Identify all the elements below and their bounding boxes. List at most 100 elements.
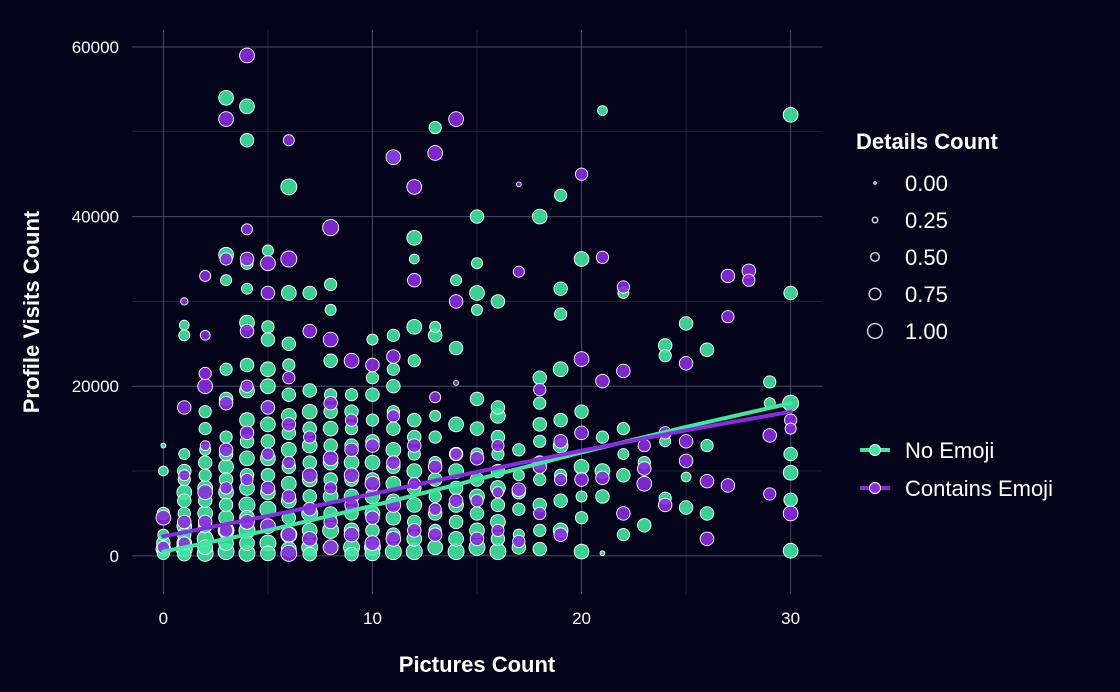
data-point-contains-emoji	[303, 430, 317, 444]
data-point-no-emoji	[532, 370, 547, 385]
data-point-contains-emoji	[322, 450, 339, 467]
data-point-contains-emoji	[199, 440, 211, 451]
data-point-no-emoji	[512, 443, 526, 457]
data-point-no-emoji	[177, 493, 192, 508]
data-point-contains-emoji	[323, 395, 338, 411]
data-point-contains-emoji	[343, 526, 360, 543]
color-legend-label: Contains Emoji	[905, 476, 1053, 501]
data-point-contains-emoji	[385, 149, 402, 166]
data-point-no-emoji	[429, 409, 442, 422]
data-point-contains-emoji	[219, 481, 233, 495]
data-point-no-emoji	[386, 379, 401, 394]
data-point-contains-emoji	[301, 467, 318, 484]
size-legend-symbol	[870, 251, 881, 262]
data-point-contains-emoji	[515, 181, 522, 188]
data-point-no-emoji	[302, 285, 317, 301]
data-point-contains-emoji	[155, 509, 172, 526]
data-point-no-emoji	[782, 464, 799, 481]
data-point-contains-emoji	[280, 250, 298, 268]
data-point-no-emoji	[490, 400, 506, 415]
data-point-contains-emoji	[453, 379, 459, 386]
x-tick-label: 30	[781, 609, 800, 628]
data-point-contains-emoji	[407, 272, 422, 288]
data-point-no-emoji	[783, 285, 798, 301]
data-point-no-emoji	[324, 303, 337, 316]
data-point-contains-emoji	[180, 297, 189, 306]
data-point-no-emoji	[573, 458, 590, 475]
data-point-contains-emoji	[595, 250, 610, 264]
data-point-no-emoji	[616, 468, 631, 483]
trend-layer	[161, 401, 793, 554]
data-point-no-emoji	[512, 502, 526, 516]
data-point-no-emoji	[448, 514, 464, 530]
data-point-no-emoji	[302, 383, 317, 398]
data-point-contains-emoji	[386, 409, 400, 423]
data-point-contains-emoji	[595, 470, 610, 486]
data-point-contains-emoji	[720, 478, 736, 493]
data-point-no-emoji	[533, 472, 547, 487]
data-point-contains-emoji	[574, 472, 589, 487]
data-point-no-emoji	[782, 106, 799, 123]
data-point-no-emoji	[554, 188, 568, 202]
data-point-contains-emoji	[261, 447, 275, 461]
data-point-no-emoji	[365, 523, 380, 538]
data-point-no-emoji	[366, 333, 379, 346]
data-point-no-emoji	[260, 416, 276, 433]
data-point-contains-emoji	[574, 425, 589, 441]
data-point-no-emoji	[198, 405, 212, 419]
data-point-contains-emoji	[407, 438, 422, 453]
data-point-no-emoji	[385, 441, 402, 458]
data-point-contains-emoji	[636, 475, 653, 492]
data-point-contains-emoji	[343, 352, 360, 369]
data-point-no-emoji	[406, 229, 423, 246]
data-point-no-emoji	[469, 209, 485, 224]
data-point-contains-emoji	[218, 111, 234, 127]
data-point-no-emoji	[448, 531, 464, 547]
data-point-contains-emoji	[322, 219, 340, 237]
data-point-no-emoji	[218, 90, 234, 106]
data-point-contains-emoji	[260, 480, 276, 496]
data-point-contains-emoji	[280, 526, 297, 543]
data-point-contains-emoji	[657, 497, 673, 513]
color-legend-symbol	[869, 482, 881, 494]
data-point-no-emoji	[469, 391, 485, 407]
data-point-no-emoji	[324, 277, 338, 292]
data-point-contains-emoji	[365, 357, 380, 373]
data-point-contains-emoji	[574, 167, 589, 181]
data-point-contains-emoji	[198, 366, 212, 381]
data-point-no-emoji	[408, 253, 420, 265]
data-point-no-emoji	[407, 412, 422, 428]
data-point-no-emoji	[241, 282, 253, 295]
data-point-no-emoji	[178, 329, 191, 342]
data-point-contains-emoji	[720, 268, 736, 284]
data-point-contains-emoji	[427, 459, 443, 474]
data-point-contains-emoji	[364, 475, 381, 492]
data-point-no-emoji	[532, 541, 547, 557]
data-point-no-emoji	[260, 434, 276, 449]
data-point-no-emoji	[239, 133, 255, 148]
y-tick-label: 60000	[72, 38, 119, 57]
data-point-no-emoji	[574, 404, 589, 419]
trend-line-no-emoji	[161, 401, 793, 554]
data-point-no-emoji	[260, 378, 276, 395]
data-point-contains-emoji	[721, 310, 735, 324]
data-point-no-emoji	[490, 497, 506, 513]
data-point-no-emoji	[365, 387, 380, 402]
data-point-contains-emoji	[385, 531, 402, 547]
data-point-no-emoji	[680, 471, 692, 483]
data-point-contains-emoji	[219, 252, 233, 266]
data-point-no-emoji	[239, 357, 255, 373]
data-point-no-emoji	[197, 455, 213, 470]
data-point-contains-emoji	[407, 523, 422, 538]
x-tick-label: 20	[572, 609, 591, 628]
data-point-no-emoji	[219, 362, 233, 376]
data-point-no-emoji	[678, 500, 694, 515]
data-point-contains-emoji	[427, 527, 443, 542]
data-point-contains-emoji	[406, 179, 423, 195]
data-point-contains-emoji	[239, 47, 255, 64]
data-point-no-emoji	[471, 257, 483, 270]
data-point-no-emoji	[365, 413, 380, 427]
data-point-contains-emoji	[428, 502, 442, 516]
data-point-no-emoji	[302, 455, 317, 470]
data-point-contains-emoji	[280, 544, 298, 562]
